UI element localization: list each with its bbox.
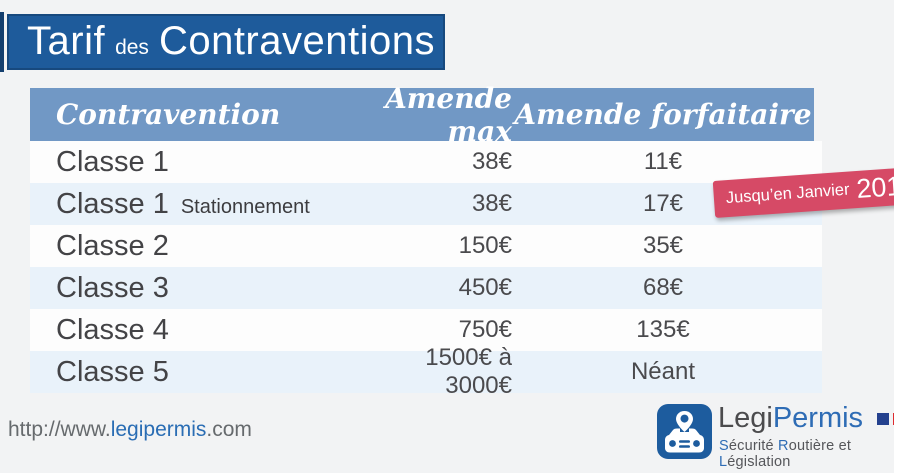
table-row: Classe 4 750€ 135€ — [30, 309, 822, 351]
amende-max-value: 150€ — [458, 232, 512, 259]
table-row: Classe 3 450€ 68€ — [30, 267, 822, 309]
brand-part-permis: Permis — [772, 402, 864, 434]
url-suffix: .com — [206, 418, 252, 441]
table-row: Classe 1 38€ 11€ — [30, 141, 822, 183]
table-row: Classe 2 150€ 35€ — [30, 225, 822, 267]
legipermis-logo-icon[interactable] — [657, 404, 712, 459]
ribbon-fold — [0, 12, 4, 72]
table-row: Classe 1 Stationnement 38€ 17€ — [30, 183, 822, 225]
website-url[interactable]: http://www.legipermis.com — [8, 418, 252, 442]
title-word-tarif: Tarif — [27, 19, 106, 63]
amende-max-value: 38€ — [471, 190, 512, 217]
amende-max-value: 750€ — [458, 316, 512, 343]
page-title: Tarif des Contraventions — [7, 14, 445, 70]
brand-part-legi: Legi — [718, 402, 773, 434]
url-domain: legipermis — [110, 418, 207, 441]
header-amende-max: Amende max — [385, 81, 512, 148]
title-word-contraventions: Contraventions — [158, 19, 435, 63]
classe-label: Classe 4 — [56, 313, 169, 346]
amende-max-value: 1500€ à 3000€ — [425, 344, 512, 399]
amende-max-value: 450€ — [458, 274, 512, 301]
forfaitaire-value: 68€ — [642, 274, 684, 301]
forfaitaire-value: 11€ — [643, 148, 683, 175]
forfaitaire-value: 35€ — [642, 232, 684, 259]
badge-year: 2018 — [855, 169, 900, 205]
forfaitaire-value: 17€ — [642, 190, 684, 217]
classe-label: Classe 1 — [56, 145, 169, 178]
classe-label: Classe 1 — [56, 187, 169, 220]
brand-subtitle: Sécurité Routière et Législation — [719, 438, 852, 470]
classe-label: Classe 2 — [56, 229, 169, 262]
classe-label: Classe 5 — [56, 355, 169, 388]
brand-name: Legi Permis — [718, 402, 894, 435]
classe-label: Classe 3 — [56, 271, 169, 304]
title-word-des: des — [115, 36, 149, 59]
badge-label: Jusqu’en Janvier — [725, 180, 851, 208]
amende-max-value: 38€ — [471, 148, 512, 175]
header-contravention: Contravention — [56, 98, 281, 131]
classe-note: Stationnement — [180, 195, 310, 218]
forfaitaire-value: Néant — [630, 358, 696, 385]
header-amende-forfaitaire: Amende forfaitaire — [514, 98, 812, 131]
tariff-table: Contravention Amende max Amende forfaita… — [30, 82, 822, 399]
french-flag-icon — [873, 412, 894, 425]
table-header-row: Contravention Amende max Amende forfaita… — [30, 82, 814, 148]
url-prefix: http://www. — [8, 418, 111, 441]
forfaitaire-value: 135€ — [636, 316, 690, 343]
table-row: Classe 5 1500€ à 3000€ Néant — [30, 344, 822, 399]
